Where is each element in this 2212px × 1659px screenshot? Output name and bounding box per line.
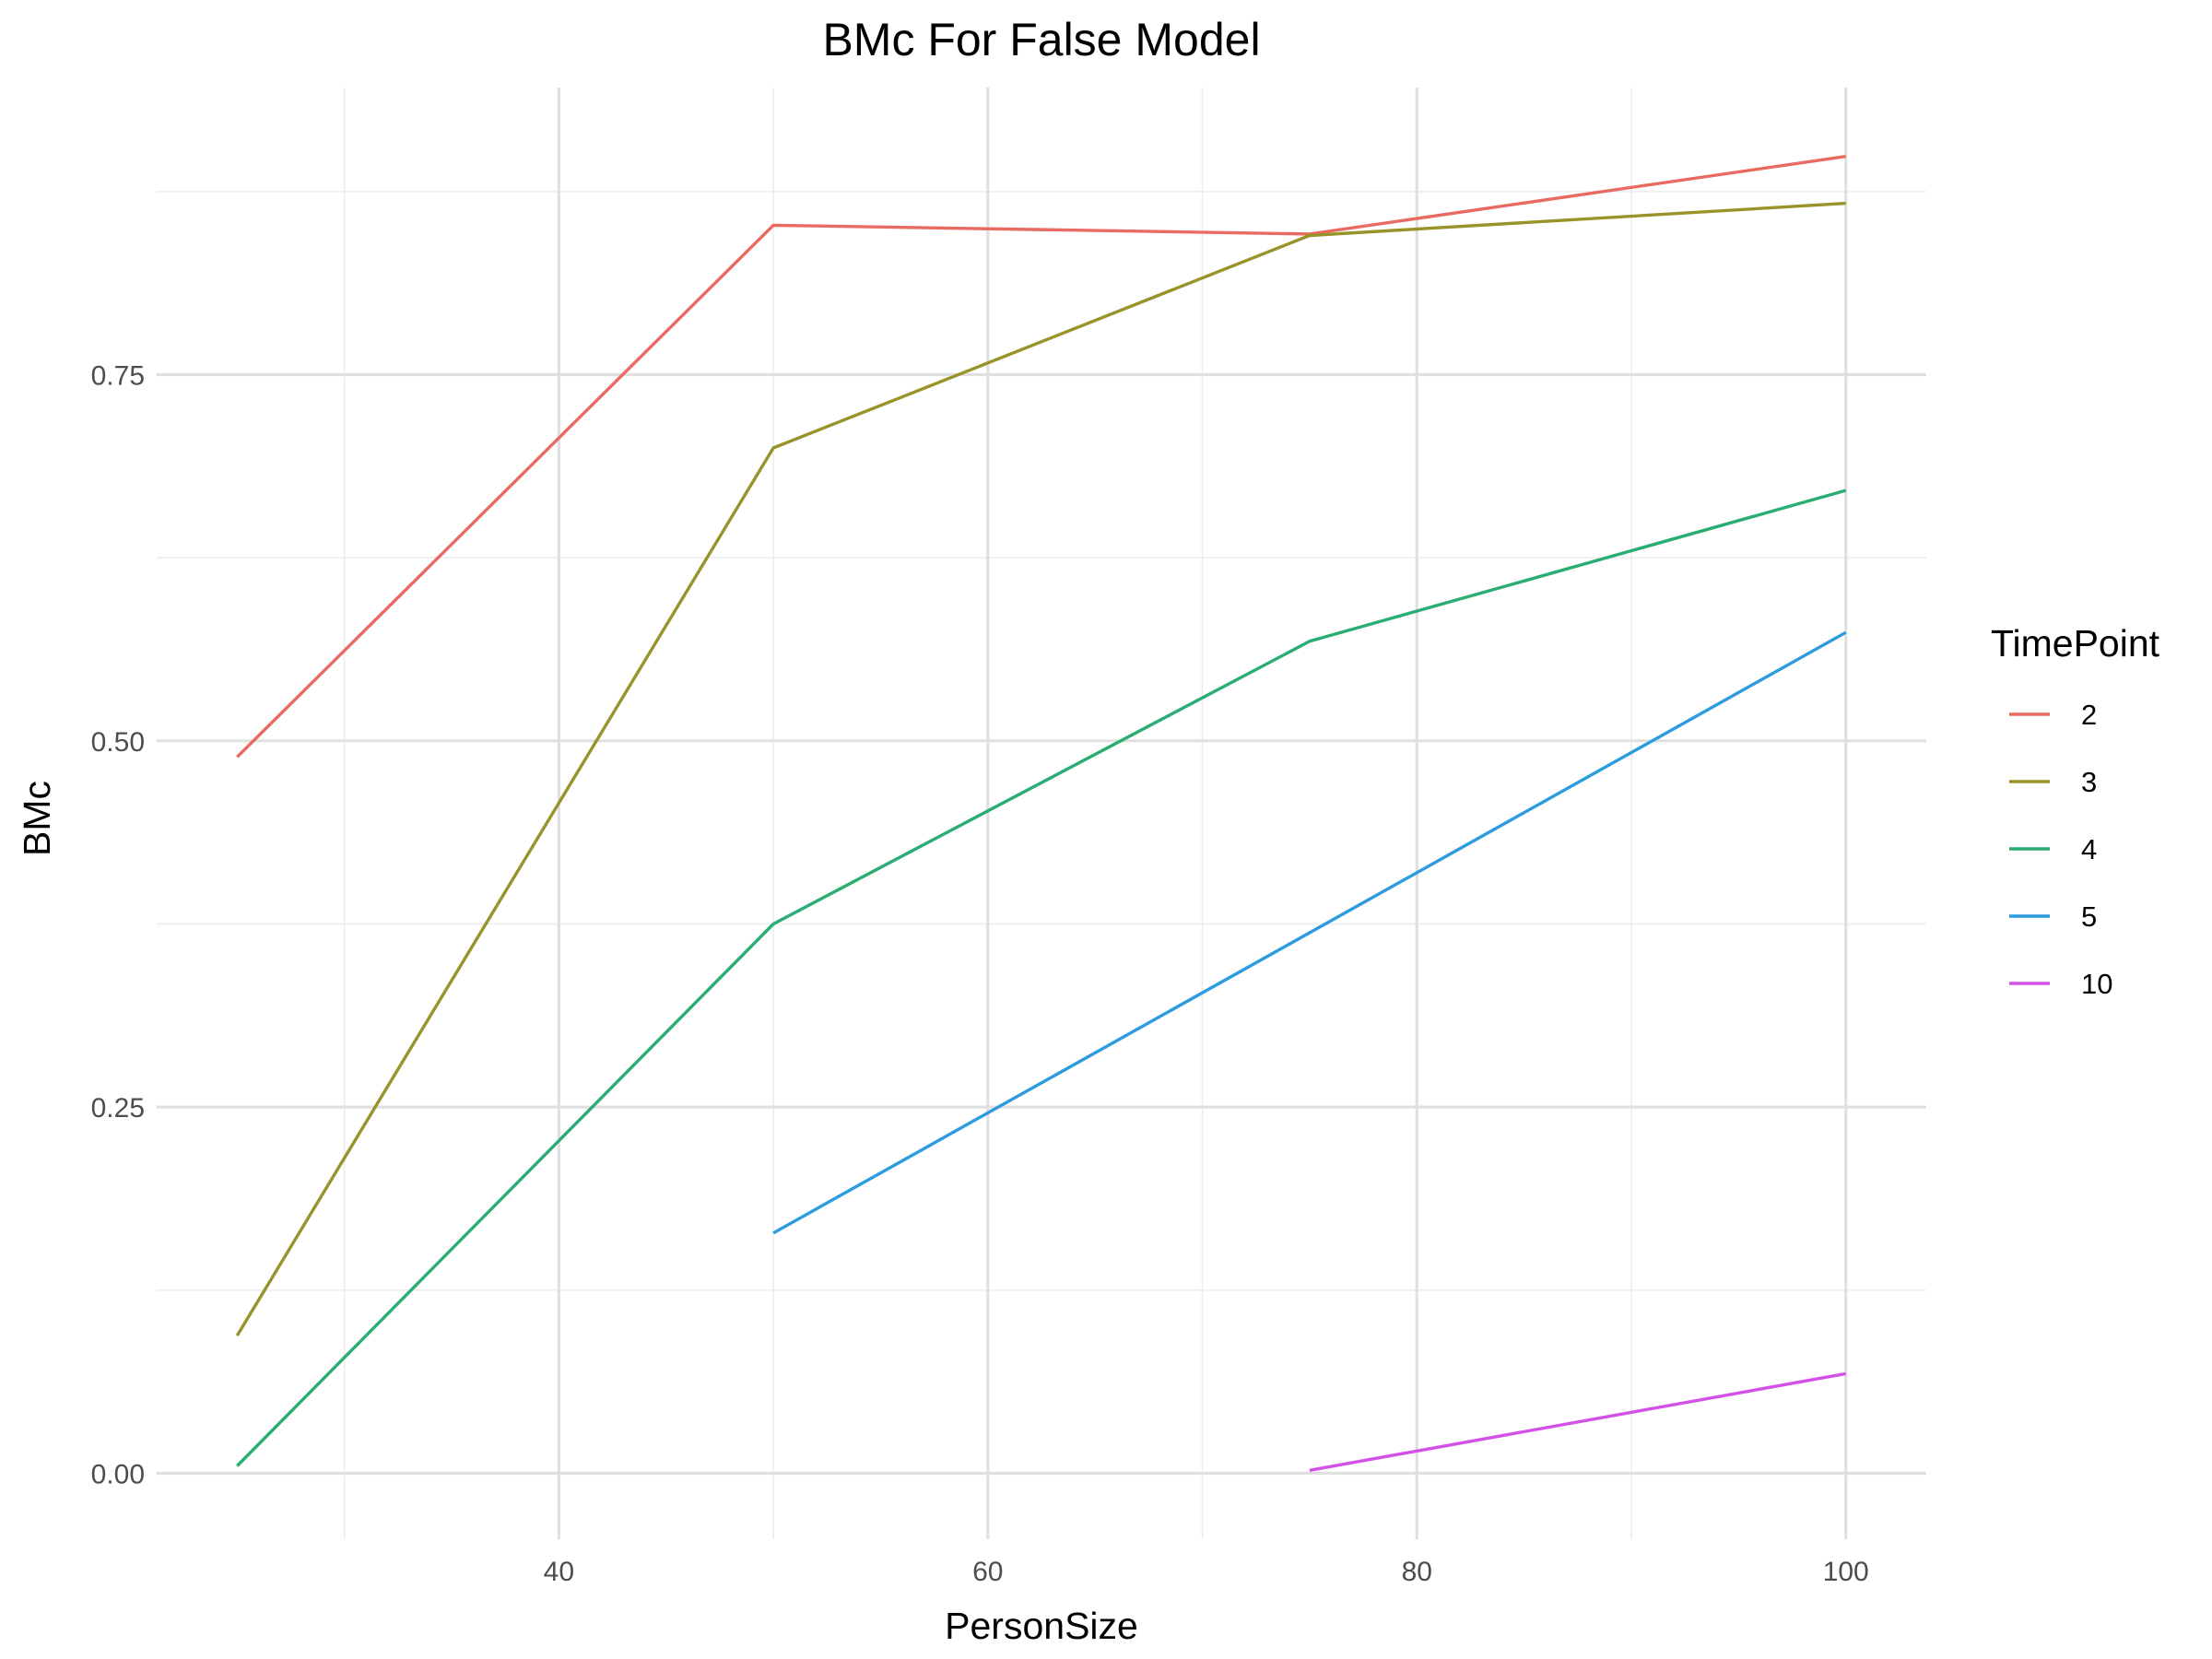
legend-item: 3 [2009, 766, 2097, 798]
series-line-3 [235, 201, 1846, 1336]
y-tick-label: 0.75 [91, 361, 145, 392]
legend-label: 2 [2081, 699, 2097, 731]
x-tick-label: 60 [972, 1557, 1003, 1587]
grid [157, 88, 1926, 1539]
x-tick-label: 40 [544, 1557, 574, 1587]
y-axis-title: BMc [16, 781, 58, 856]
series-line-4 [236, 488, 1847, 1467]
legend-title: TimePoint [1991, 622, 2160, 665]
legend-label: 3 [2081, 766, 2097, 798]
legend-label: 5 [2081, 900, 2097, 933]
series-line-5 [772, 630, 1847, 1235]
x-tick-label: 100 [1823, 1557, 1869, 1587]
y-tick-label: 0.25 [91, 1093, 145, 1124]
legend-item: 5 [2009, 900, 2097, 933]
chart-title: BMc For False Model [822, 14, 1260, 65]
y-tick-label: 0.50 [91, 727, 145, 758]
x-axis-ticks: 40 60 80 100 [544, 1557, 1869, 1587]
legend-item: 4 [2009, 833, 2097, 865]
series-line-2 [236, 155, 1846, 759]
y-axis-ticks: 0.00 0.25 0.50 0.75 [91, 361, 145, 1490]
series-line-10 [1309, 1371, 1847, 1472]
x-tick-label: 80 [1402, 1557, 1432, 1587]
x-axis-title: PersonSize [945, 1605, 1138, 1647]
legend-items: 2 3 4 5 10 [2009, 699, 2112, 1000]
legend-label: 4 [2081, 833, 2097, 865]
legend-item: 2 [2009, 699, 2097, 731]
y-tick-label: 0.00 [91, 1459, 145, 1489]
legend: TimePoint 2 3 4 5 10 [1991, 622, 2160, 1000]
legend-item: 10 [2009, 968, 2112, 1000]
legend-label: 10 [2081, 968, 2112, 1000]
series-lines [235, 155, 1847, 1472]
